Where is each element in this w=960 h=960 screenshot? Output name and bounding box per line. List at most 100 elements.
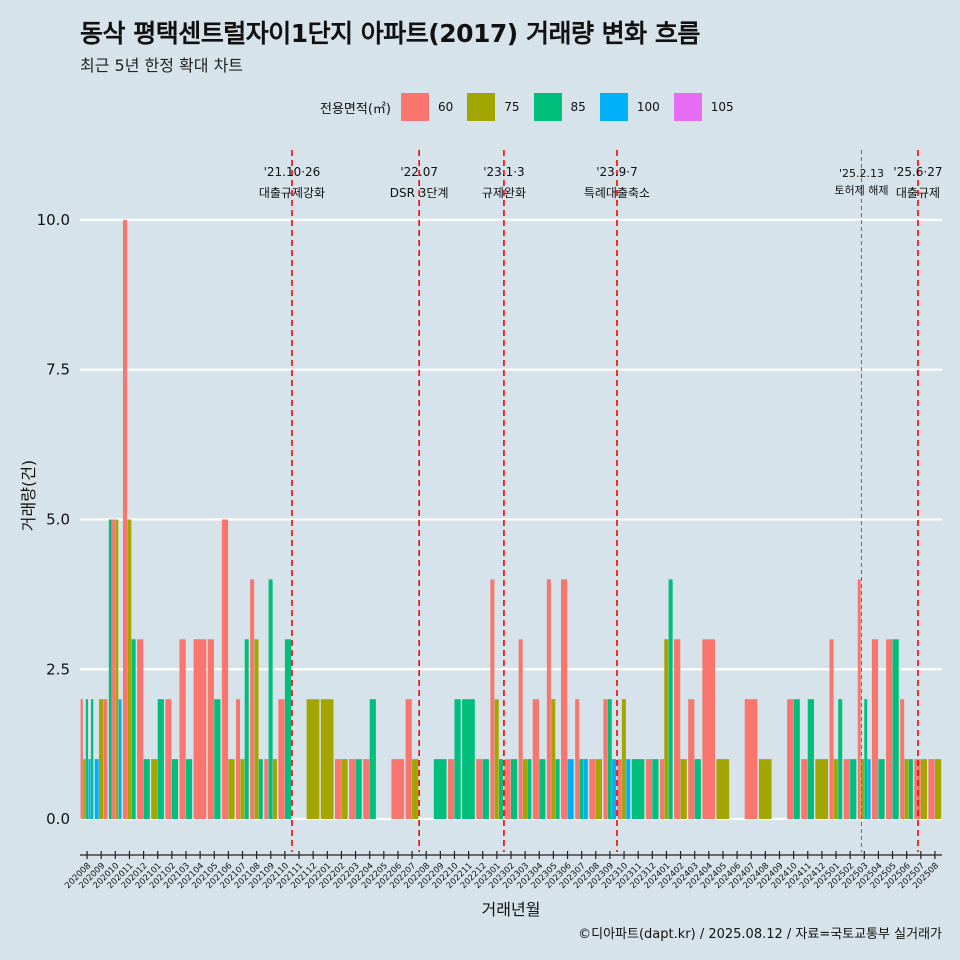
bar-202301-60 [490,579,495,820]
bar-202204-60 [363,759,370,820]
bar-202212-60 [476,759,483,820]
bar-202106-60 [221,519,229,820]
bar-202410-85 [793,699,800,820]
bar-202312-60 [645,759,653,820]
bar-202507-60 [914,759,921,820]
bar-202503-85 [864,699,868,820]
bar-202503-100 [867,759,871,820]
bar-202308-75 [595,759,602,820]
bar-202110-85 [284,639,292,820]
bar-202108-60 [250,579,255,820]
legend-key-60 [400,93,429,121]
legend-label-75: 75 [504,100,520,114]
event-label: 토허제 해제 [834,183,888,197]
bar-202105-85 [214,699,221,820]
bar-202008-85 [90,699,94,820]
bar-202012-85 [143,759,150,820]
y-tick-label: 2.5 [46,660,70,678]
bar-202011-60 [122,219,127,820]
bar-202202-60 [334,759,342,820]
bar-202506-85 [908,759,913,820]
bar-202104-60 [193,639,207,820]
bar-202009-60 [103,699,108,820]
bar-202102-60 [165,699,172,820]
event-label: DSR 3단계 [390,186,449,200]
bar-202309-85 [607,699,612,820]
legend-label-100: 100 [636,100,660,114]
bar-202304-85 [539,759,546,820]
event-date: '22.07 [400,165,438,179]
legend-key-105 [673,93,702,121]
bar-202503-60 [857,579,861,820]
bar-202010-60 [112,519,116,820]
bar-202201-75 [320,699,334,820]
bar-202012-60 [137,639,144,820]
event-label: 대출규제 [896,186,940,200]
bar-202303-60 [518,639,523,820]
bar-202212-85 [482,759,489,820]
event-date: '25.2.13 [839,167,884,180]
bar-202502-60 [843,759,850,820]
bar-202303-85 [527,759,532,820]
bar-202109-85 [268,579,273,820]
event-label: 특례대출축소 [584,186,650,200]
bar-202303-75 [522,759,527,820]
legend-key-100 [599,93,628,121]
y-axis-title: 거래량(건) [19,460,38,531]
bar-202403-60 [688,699,695,820]
bar-202401-75 [664,639,669,820]
bar-202207-75 [412,759,419,820]
bar-202203-60 [349,759,356,820]
bar-202307-60 [575,699,580,820]
y-tick-label: 0.0 [46,810,70,828]
bar-202008-100 [88,759,91,820]
bar-202402-75 [680,759,687,820]
legend: 전용면적(㎡) 60 75 85 100 105 [320,93,744,121]
bar-202010-85 [108,519,112,820]
bar-202401-85 [668,579,673,820]
bar-202411-60 [801,759,808,820]
bar-202106-75 [228,759,235,820]
bar-202508-75 [934,759,942,820]
bar-202203-85 [355,759,362,820]
bar-202402-60 [674,639,681,820]
bar-202305-60 [546,579,551,820]
bar-202301-75 [494,699,499,820]
bar-202010-100 [118,699,122,820]
bar-202008-60 [80,699,83,820]
bar-202307-85 [579,759,584,820]
bar-202108-85 [258,759,263,820]
bar-202109-75 [272,759,277,820]
event-label: 규제완화 [482,186,526,200]
bar-202309-60 [603,699,608,820]
bar-202011-85 [131,639,136,820]
chart-title: 동삭 평택센트럴자이1단지 아파트(2017) 거래량 변화 흐름 [80,19,700,48]
source-caption: ©디아파트(dapt.kr) / 2025.08.12 / 자료=국토교통부 실… [578,927,942,942]
bar-202407-60 [744,699,758,820]
legend-label-105: 105 [710,100,734,114]
bar-202112-75 [306,699,320,820]
bar-202408-75 [758,759,772,820]
bar-202105-60 [207,639,214,820]
bar-202410-60 [787,699,794,820]
bar-202508-60 [928,759,935,820]
bar-202504-60 [871,639,879,820]
bar-202310-100 [626,759,631,820]
bar-202501-85 [838,699,843,820]
bar-202102-85 [171,759,179,820]
event-date: '23.1·3 [483,165,524,179]
bar-202501-75 [833,759,838,820]
bar-202311-85 [631,759,645,820]
bar-202108-75 [254,639,259,820]
bar-202403-85 [694,759,701,820]
bar-202506-60 [900,699,905,820]
bar-202209-85 [433,759,447,820]
chart-subtitle: 최근 5년 한정 확대 차트 [80,56,244,75]
bar-202505-60 [886,639,893,820]
bar-202411-85 [807,699,814,820]
bar-202308-60 [589,759,596,820]
bar-202302-85 [511,759,518,820]
bar-202206-60 [391,759,405,820]
legend-key-85 [533,93,562,121]
